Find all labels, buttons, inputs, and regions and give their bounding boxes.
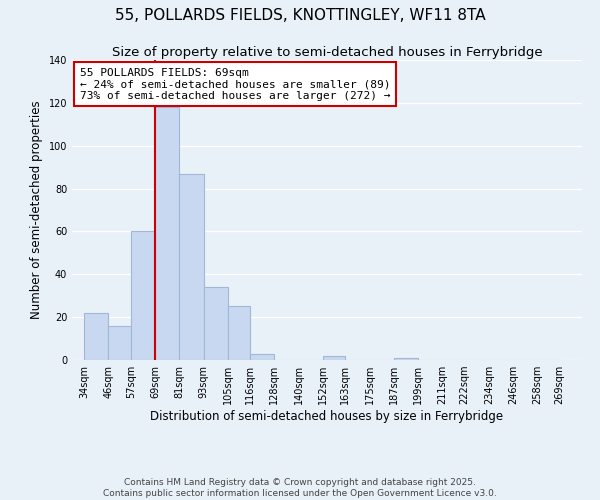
Bar bbox=[131, 232, 155, 360]
Bar bbox=[109, 326, 131, 360]
Text: 55 POLLARDS FIELDS: 69sqm
← 24% of semi-detached houses are smaller (89)
73% of : 55 POLLARDS FIELDS: 69sqm ← 24% of semi-… bbox=[80, 68, 390, 100]
Bar bbox=[394, 358, 418, 360]
X-axis label: Distribution of semi-detached houses by size in Ferrybridge: Distribution of semi-detached houses by … bbox=[151, 410, 503, 423]
Bar bbox=[155, 107, 179, 360]
Bar bbox=[228, 306, 250, 360]
Text: Contains HM Land Registry data © Crown copyright and database right 2025.
Contai: Contains HM Land Registry data © Crown c… bbox=[103, 478, 497, 498]
Y-axis label: Number of semi-detached properties: Number of semi-detached properties bbox=[30, 100, 43, 320]
Bar bbox=[179, 174, 203, 360]
Bar bbox=[203, 287, 228, 360]
Bar bbox=[250, 354, 274, 360]
Text: 55, POLLARDS FIELDS, KNOTTINGLEY, WF11 8TA: 55, POLLARDS FIELDS, KNOTTINGLEY, WF11 8… bbox=[115, 8, 485, 22]
Bar bbox=[323, 356, 345, 360]
Title: Size of property relative to semi-detached houses in Ferrybridge: Size of property relative to semi-detach… bbox=[112, 46, 542, 59]
Bar bbox=[84, 313, 109, 360]
